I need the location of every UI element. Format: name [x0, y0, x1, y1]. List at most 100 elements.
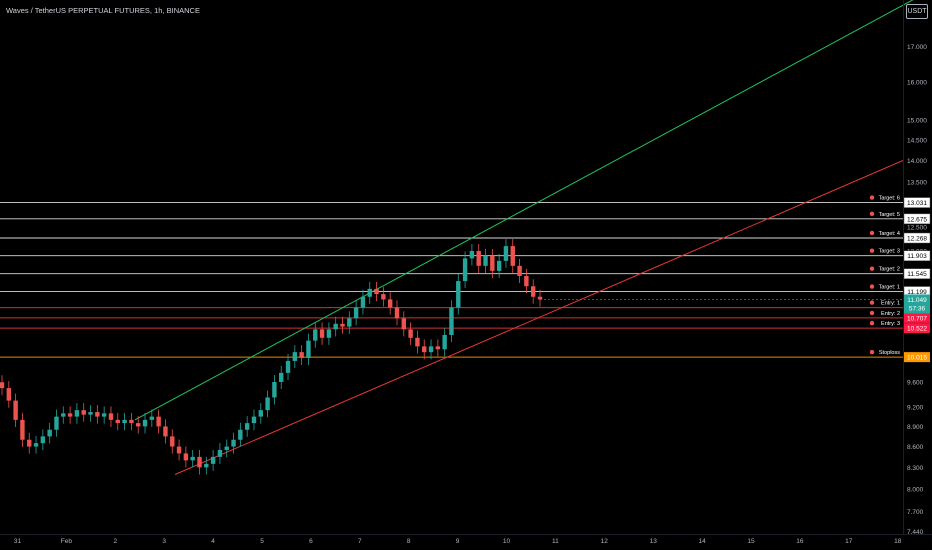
x-tick-label: 10 [503, 538, 511, 545]
y-tick-label: 15.000 [907, 117, 927, 124]
level-marker-icon [869, 284, 875, 289]
level-price-tag [903, 213, 931, 225]
y-tick-label: 13.500 [907, 179, 927, 186]
level-price-value: 11.199 [907, 289, 927, 296]
y-tick-label: 17.000 [907, 44, 927, 51]
level-price-tag [903, 197, 931, 208]
candle-body [537, 296, 543, 300]
candle-countdown: 57:36 [909, 305, 926, 312]
candle-body [510, 246, 515, 266]
candle-body [210, 456, 216, 464]
candle-body [149, 416, 155, 420]
x-tick-label: 12 [601, 538, 609, 545]
level-label: Entry: 3 [881, 321, 900, 327]
y-tick-label: 8.600 [907, 444, 924, 451]
x-tick-label: 14 [698, 538, 706, 545]
y-tick-label: 14.000 [907, 158, 927, 165]
level-price-tag [904, 352, 930, 363]
x-tick-label: 16 [796, 538, 804, 545]
level-label: Target: 5 [879, 212, 900, 218]
price-axis-separator [903, 0, 904, 534]
candle-body [238, 429, 243, 440]
current-price-tag [904, 294, 930, 314]
y-tick-label: 7.440 [907, 529, 924, 536]
y-tick-label: 8.300 [907, 465, 924, 472]
level-price-value: 10.522 [907, 326, 927, 333]
time-axis-separator [0, 534, 932, 535]
candle-body [136, 423, 141, 427]
candle-body [285, 360, 291, 373]
candle-body [224, 446, 229, 450]
candle-body [142, 419, 148, 427]
candle-body [503, 246, 509, 261]
candle-body [279, 372, 284, 382]
level-marker-icon [869, 230, 875, 236]
candle-body [449, 307, 454, 335]
x-tick-label: 6 [309, 538, 313, 545]
candle-body [170, 436, 175, 447]
level-marker-icon [869, 300, 875, 305]
candle-body [6, 388, 12, 401]
level-price-value: 12.675 [907, 216, 927, 223]
candle-body [231, 439, 236, 447]
x-tick-label: 5 [260, 538, 264, 545]
candle-body [129, 419, 134, 424]
current-price-value: 11.049 [907, 297, 927, 304]
x-tick-label: 9 [456, 538, 460, 545]
candle-body [408, 329, 413, 338]
chart-title[interactable]: Waves / TetherUS PERPETUAL FUTURES, 1h, … [6, 6, 202, 15]
candle-body [313, 329, 318, 341]
y-tick-label: 14.500 [907, 137, 927, 144]
candle-body [353, 307, 359, 319]
level-price-value: 10.707 [907, 315, 927, 322]
level-marker-icon [869, 248, 875, 253]
currency-button[interactable]: USDT [906, 4, 928, 19]
candle-body [387, 299, 393, 308]
x-tick-label: 31 [14, 538, 22, 545]
level-price-tag [903, 232, 931, 244]
candle-body [442, 334, 447, 350]
candle-body [40, 436, 46, 444]
candle-body [319, 329, 325, 338]
level-label: Target: 1 [879, 285, 900, 291]
y-tick-label: 16.000 [907, 80, 927, 87]
candle-body [81, 410, 86, 415]
x-tick-label: 15 [747, 538, 755, 545]
candle-body [95, 412, 100, 417]
candle-body [401, 318, 406, 330]
candle-body [217, 449, 223, 457]
x-tick-label: 13 [650, 538, 658, 545]
y-tick-label: 9.200 [907, 404, 924, 411]
candle-body [27, 439, 32, 447]
level-label: Entry: 1 [881, 301, 900, 307]
level-price-value: 11.545 [907, 271, 927, 278]
candle-body [306, 340, 311, 359]
candle-body [347, 318, 352, 327]
candle-body [469, 250, 475, 259]
y-tick-label: 8.900 [907, 424, 924, 431]
level-marker-icon [869, 310, 875, 316]
level-marker-icon [869, 211, 875, 217]
level-marker-icon [869, 266, 875, 271]
x-tick-label: 11 [552, 538, 559, 545]
x-tick-label: 17 [845, 538, 853, 545]
symbol-title[interactable]: Waves / TetherUS PERPETUAL FUTURES, 1h, … [6, 6, 200, 15]
candle-body [333, 323, 338, 330]
level-label: Target: 2 [879, 267, 900, 273]
candle-body [244, 423, 250, 430]
level-price-tag [904, 323, 930, 334]
candle-body [517, 265, 522, 276]
x-tick-label: 7 [358, 538, 362, 545]
candle-body [524, 275, 529, 287]
candle-body [197, 456, 202, 468]
y-tick-label: 12.500 [907, 225, 927, 232]
lower-trendline [174, 160, 904, 475]
candle-body [183, 453, 189, 461]
level-price-value: 12.268 [907, 236, 927, 243]
candle-body [115, 419, 120, 424]
candle-body [67, 413, 73, 417]
candle-body [381, 294, 386, 300]
level-price-tag [903, 250, 931, 261]
level-label: Stoploss [879, 350, 900, 356]
